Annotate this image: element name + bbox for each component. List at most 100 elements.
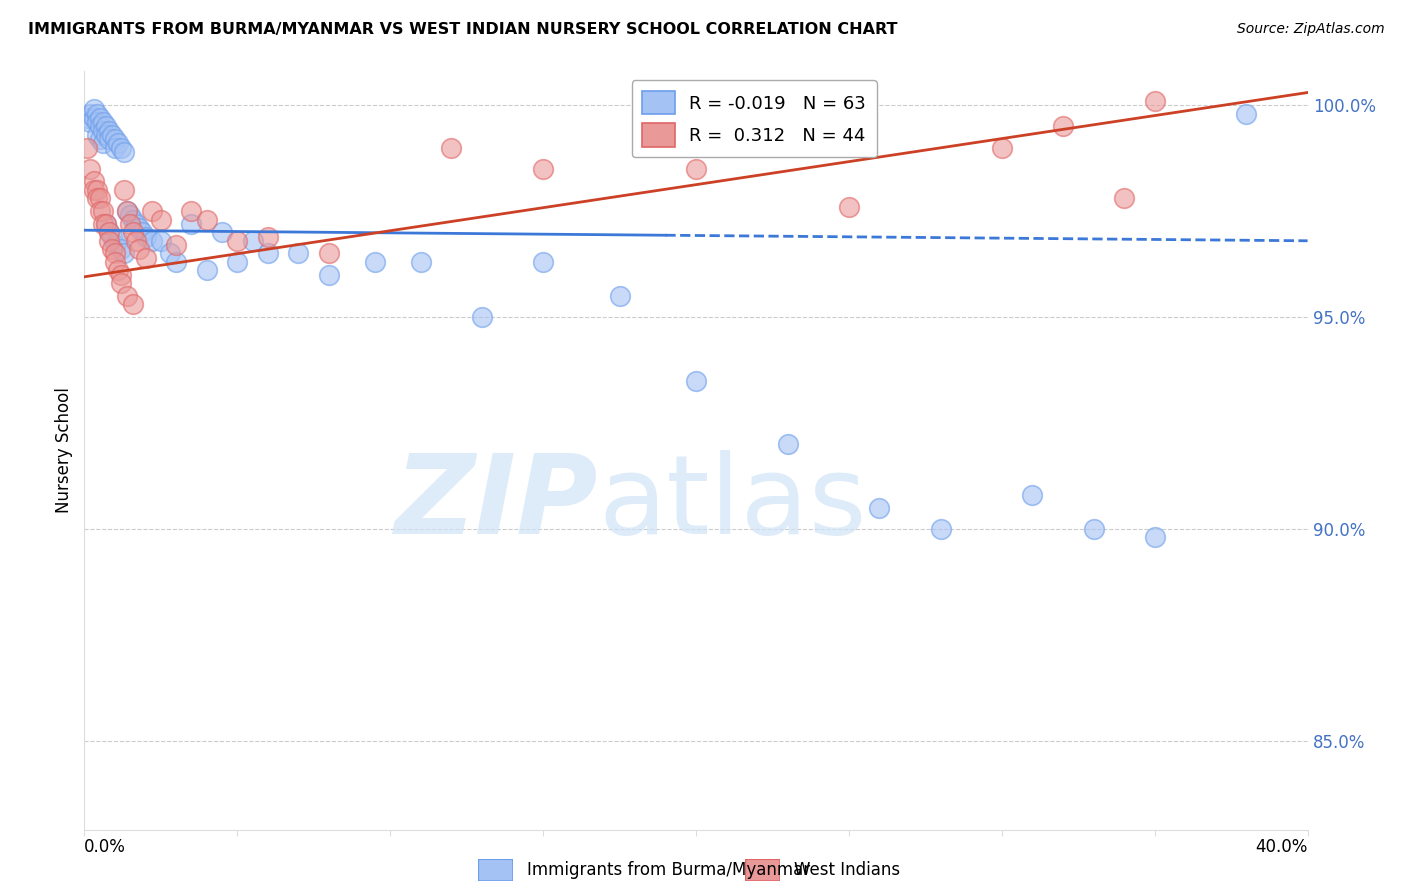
Point <box>91 204 114 219</box>
Point <box>107 234 129 248</box>
Point <box>1021 488 1043 502</box>
Point <box>776 437 799 451</box>
Point <box>929 522 952 536</box>
Point <box>135 229 157 244</box>
Point <box>128 221 150 235</box>
Point <box>89 120 111 134</box>
Point <box>76 111 98 125</box>
Point <box>91 115 114 129</box>
Point <box>531 161 554 176</box>
Point <box>131 225 153 239</box>
Point <box>159 246 181 260</box>
Point <box>89 111 111 125</box>
Point <box>110 242 132 256</box>
Point <box>287 246 309 260</box>
Point <box>112 183 135 197</box>
Point <box>97 225 120 239</box>
Point <box>242 234 264 248</box>
Point <box>115 204 138 219</box>
Point <box>195 263 218 277</box>
Point <box>115 289 138 303</box>
Point <box>86 128 108 142</box>
Point <box>94 120 117 134</box>
Point <box>86 106 108 120</box>
Point <box>165 238 187 252</box>
Point <box>1114 191 1136 205</box>
Point <box>101 242 124 256</box>
Point <box>991 140 1014 154</box>
Point <box>1052 120 1074 134</box>
Point <box>97 225 120 239</box>
Point <box>89 191 111 205</box>
Point <box>107 263 129 277</box>
Point <box>83 103 105 117</box>
Point <box>440 140 463 154</box>
Point <box>1083 522 1105 536</box>
Point <box>104 132 127 146</box>
Point <box>141 234 163 248</box>
Text: IMMIGRANTS FROM BURMA/MYANMAR VS WEST INDIAN NURSERY SCHOOL CORRELATION CHART: IMMIGRANTS FROM BURMA/MYANMAR VS WEST IN… <box>28 22 897 37</box>
Point <box>1143 530 1166 544</box>
Text: Immigrants from Burma/Myanmar: Immigrants from Burma/Myanmar <box>527 861 810 879</box>
Point <box>104 255 127 269</box>
Point <box>869 500 891 515</box>
Point <box>120 208 142 222</box>
Point <box>318 268 340 282</box>
Point <box>257 246 280 260</box>
Point <box>195 212 218 227</box>
Point <box>135 251 157 265</box>
Point <box>110 268 132 282</box>
Point <box>609 289 631 303</box>
Point <box>112 246 135 260</box>
Text: ZIP: ZIP <box>395 450 598 557</box>
Point <box>226 234 249 248</box>
Point <box>91 123 114 137</box>
Point <box>76 140 98 154</box>
Text: 0.0%: 0.0% <box>84 838 127 856</box>
Point <box>838 200 860 214</box>
Point <box>104 238 127 252</box>
Point <box>149 212 172 227</box>
Point <box>122 212 145 227</box>
Point <box>79 161 101 176</box>
Point <box>409 255 432 269</box>
Text: West Indians: West Indians <box>794 861 900 879</box>
Text: Source: ZipAtlas.com: Source: ZipAtlas.com <box>1237 22 1385 37</box>
Point <box>165 255 187 269</box>
Point <box>122 225 145 239</box>
Y-axis label: Nursery School: Nursery School <box>55 387 73 514</box>
Point <box>91 217 114 231</box>
Point <box>94 217 117 231</box>
Point <box>318 246 340 260</box>
Point <box>180 204 202 219</box>
Point <box>104 246 127 260</box>
Point <box>86 183 108 197</box>
Point <box>86 115 108 129</box>
FancyBboxPatch shape <box>478 859 513 881</box>
Point <box>211 225 233 239</box>
Point <box>1143 94 1166 108</box>
Point <box>97 132 120 146</box>
Point <box>122 297 145 311</box>
Point <box>128 242 150 256</box>
Point <box>86 191 108 205</box>
Legend: R = -0.019   N = 63, R =  0.312   N = 44: R = -0.019 N = 63, R = 0.312 N = 44 <box>631 80 877 158</box>
Text: atlas: atlas <box>598 450 866 557</box>
Point <box>89 204 111 219</box>
Point <box>110 140 132 154</box>
Point <box>94 128 117 142</box>
Point <box>112 145 135 159</box>
Point <box>125 217 148 231</box>
Point <box>110 276 132 290</box>
Point <box>83 111 105 125</box>
Point <box>104 140 127 154</box>
Point <box>685 161 707 176</box>
Point <box>107 136 129 151</box>
Point <box>257 229 280 244</box>
Point <box>101 128 124 142</box>
Point <box>83 174 105 188</box>
Point <box>531 255 554 269</box>
Point <box>83 183 105 197</box>
Text: 40.0%: 40.0% <box>1256 838 1308 856</box>
Point <box>79 106 101 120</box>
